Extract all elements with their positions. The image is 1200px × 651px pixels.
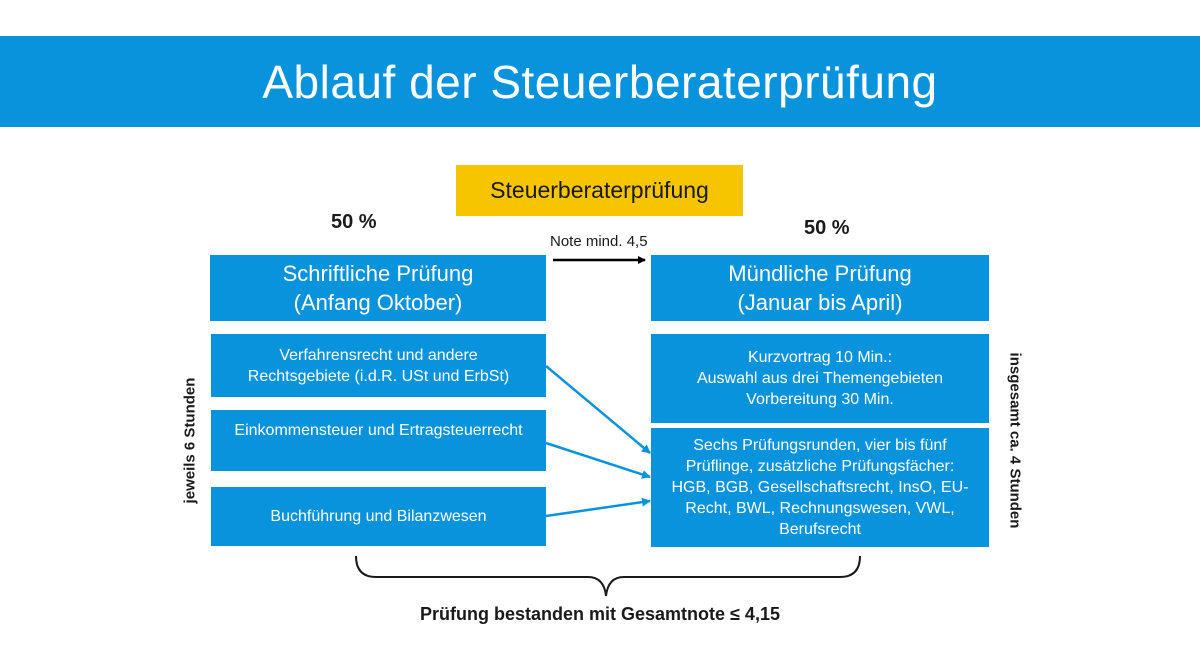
oral-item-line: Auswahl aus drei Themengebieten	[696, 370, 944, 387]
oral-exam-date: (Januar bis April)	[737, 290, 903, 315]
top-box-steuerberaterpruefung: Steuerberaterprüfung	[456, 165, 743, 216]
written-exam-date: (Anfang Oktober)	[293, 290, 463, 315]
arrow-einkommensteuer	[545, 441, 651, 479]
oral-item-pruefungsrunden: Sechs Prüfungsrunden, vier bis fünf Prüf…	[651, 428, 989, 547]
written-exam-header: Schriftliche Prüfung (Anfang Oktober)	[210, 255, 546, 321]
arrow-verfahrensrecht	[545, 365, 651, 454]
right-percent: 50 %	[804, 217, 850, 239]
oral-exam-title: Mündliche Prüfung	[728, 261, 912, 286]
written-item-line: Buchführung und Bilanzwesen	[270, 508, 487, 525]
written-item-einkommensteuer: Einkommensteuer und Ertragsteuerrecht	[211, 410, 546, 471]
oral-item-line: HGB, BGB, Gesellschaftsrecht, InsO, EU-	[671, 479, 969, 496]
written-item-verfahrensrecht: Verfahrensrecht und andere Rechtsgebiete…	[211, 334, 546, 397]
oral-item-line: Prüflinge, zusätzliche Prüfungsfächer:	[685, 458, 955, 475]
left-percent: 50 %	[331, 211, 377, 233]
curly-brace	[355, 555, 861, 597]
written-item-line: Verfahrensrecht und andere	[279, 346, 478, 364]
footer-result: Prüfung bestanden mit Gesamtnote ≤ 4,15	[420, 604, 780, 624]
page-title: Ablauf der Steuerberaterprüfung	[0, 36, 1200, 127]
written-item-line: Rechtsgebiete (i.d.R. USt und ErbSt)	[247, 367, 510, 385]
arrow-buchfuehrung	[545, 497, 651, 518]
oral-item-kurzvortrag: Kurzvortrag 10 Min.: Auswahl aus drei Th…	[651, 334, 989, 423]
oral-exam-header: Mündliche Prüfung (Januar bis April)	[651, 255, 989, 321]
oral-item-line: Vorbereitung 30 Min.	[746, 391, 894, 408]
written-item-line: Einkommensteuer und Ertragsteuerrecht	[234, 422, 523, 439]
oral-item-line: Recht, BWL, Rechnungswesen, VWL,	[685, 500, 955, 517]
oral-item-line: Sechs Prüfungsrunden, vier bis fünf	[693, 437, 947, 454]
oral-item-line: Berufsrecht	[779, 521, 861, 538]
oral-item-line: Kurzvortrag 10 Min.:	[747, 349, 893, 366]
written-exam-title: Schriftliche Prüfung	[282, 261, 474, 286]
arrow-note: Note mind. 4,5	[550, 233, 648, 250]
written-item-buchfuehrung: Buchführung und Bilanzwesen	[211, 487, 546, 546]
